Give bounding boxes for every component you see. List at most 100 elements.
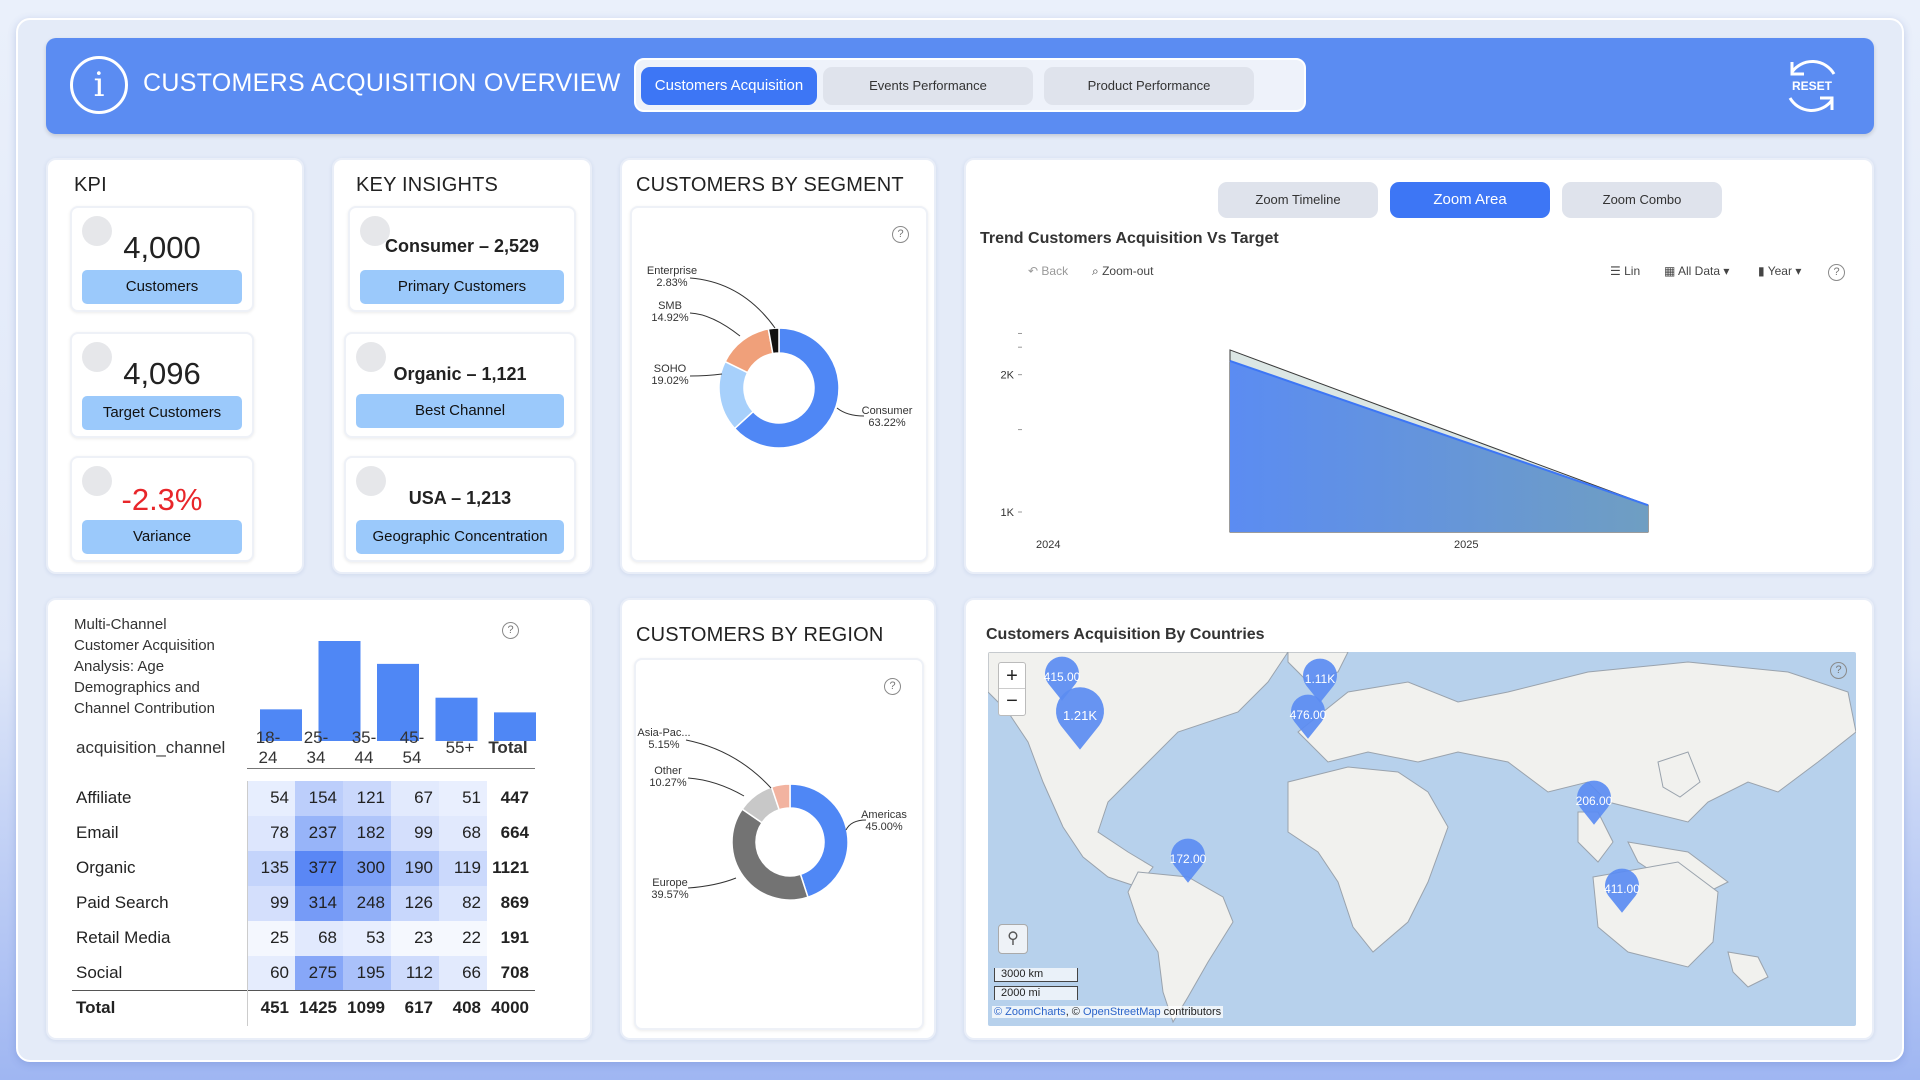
age-column-header[interactable]: 18-24 xyxy=(247,728,295,769)
zoom-out-button[interactable]: ⌕ Zoom-out xyxy=(1092,264,1153,279)
donut-label-name: Consumer xyxy=(862,405,913,417)
customers-line xyxy=(1229,359,1649,507)
map-pin[interactable]: 411.00 xyxy=(1604,868,1640,913)
map-pin[interactable]: 1.21K xyxy=(1056,687,1104,750)
info-icon[interactable]: i xyxy=(70,56,128,114)
total-row[interactable]: Total 451 1425 1099 617 408 4000 xyxy=(72,990,535,1026)
zoomcharts-link[interactable]: © ZoomCharts xyxy=(994,1006,1066,1018)
donut-label-pct: 5.15% xyxy=(648,739,679,751)
tab-events-performance[interactable]: Events Performance xyxy=(823,67,1033,105)
row-label: Paid Search xyxy=(76,893,169,912)
help-icon[interactable]: ? xyxy=(1830,662,1847,679)
map-pin[interactable]: 476.00 xyxy=(1290,694,1327,739)
matrix-cell: 708 xyxy=(500,962,529,982)
pin-marker xyxy=(1577,780,1611,825)
magnifier-icon: ⌕ xyxy=(1092,264,1099,278)
tab-customers-acquisition[interactable]: Customers Acquisition xyxy=(641,67,817,105)
all-data-dropdown[interactable]: ▦ All Data ▾ xyxy=(1664,264,1730,278)
table-row[interactable]: Social 60 275 195 112 66 708 xyxy=(72,955,535,991)
map-canvas[interactable]: 415.00 1.21K 1.11K 476.00 206.00 172.00 411.00 xyxy=(988,652,1856,1026)
matrix-cell: 112 xyxy=(391,955,439,991)
reset-icon[interactable]: RESET xyxy=(1778,52,1846,120)
age-column-header[interactable]: 35-44 xyxy=(343,728,391,769)
back-button[interactable]: ↶ Back xyxy=(1028,264,1069,278)
age-column-header[interactable]: 25-34 xyxy=(295,728,343,769)
map-pin[interactable]: 206.00 xyxy=(1576,780,1613,825)
donut-slice-americas xyxy=(789,783,849,899)
matrix-cell: 154 xyxy=(295,780,343,816)
status-dot xyxy=(356,466,386,496)
help-icon[interactable]: ? xyxy=(1828,264,1845,281)
matrix-cell: 1121 xyxy=(492,858,529,877)
age-column-header[interactable]: 55+ xyxy=(439,728,487,769)
help-icon[interactable]: ? xyxy=(892,226,909,243)
matrix-cell: 82 xyxy=(439,885,487,921)
y-tick-label: 2K xyxy=(1001,370,1015,382)
lasso-icon[interactable]: ⚲ xyxy=(998,924,1028,954)
credit-separator: , © xyxy=(1065,1006,1083,1018)
zoom-in-button[interactable]: + xyxy=(999,663,1025,689)
status-dot xyxy=(82,466,112,496)
donut-leader-line xyxy=(836,407,865,417)
insight-value: Organic – 1,121 xyxy=(393,364,527,384)
insights-card: KEY INSIGHTS Consumer – 2,529 Primary Cu… xyxy=(332,158,592,574)
map-pin[interactable]: 172.00 xyxy=(1170,838,1207,883)
table-row[interactable]: Retail Media 25 68 53 23 22 191 xyxy=(72,920,535,956)
scale-km: 3000 km xyxy=(994,968,1078,982)
matrix-cell: 66 xyxy=(439,955,487,991)
age-column-header[interactable]: 45-54 xyxy=(391,728,439,769)
kpi-tile-customers[interactable]: 4,000 Customers xyxy=(70,206,254,312)
insight-tile-channel[interactable]: Organic – 1,121 Best Channel xyxy=(344,332,576,438)
matrix-cell: 99 xyxy=(391,815,439,851)
trend-area-chart[interactable]: 2K1K20242025CustomersTargets xyxy=(966,270,1866,570)
matrix-cell: 408 xyxy=(439,990,487,1026)
insight-tile-geo[interactable]: USA – 1,213 Geographic Concentration xyxy=(344,456,576,562)
age-column-header[interactable]: Total xyxy=(487,728,535,769)
table-row[interactable]: Organic 135 377 300 190 119 1121 xyxy=(72,850,535,886)
donut-label-pct: 14.92% xyxy=(651,312,689,324)
insight-label: Best Channel xyxy=(356,394,564,428)
kpi-label: Customers xyxy=(82,270,242,304)
zoom-area-button[interactable]: Zoom Area xyxy=(1390,182,1550,218)
table-row[interactable]: Affiliate 54 154 121 67 51 447 xyxy=(72,780,535,816)
world-map[interactable]: 415.00 1.21K 1.11K 476.00 206.00 172.00 411.00… xyxy=(988,652,1856,1026)
zoom-combo-button[interactable]: Zoom Combo xyxy=(1562,182,1722,218)
segment-card: CUSTOMERS BY SEGMENT ? Enterprise 2.83% SM… xyxy=(620,158,936,574)
landmass xyxy=(1287,766,1449,953)
segment-chart-panel: ? Enterprise 2.83% SMB 14.92% SOHO 19.02% Cons… xyxy=(630,206,928,562)
kpi-value: 4,096 xyxy=(123,356,201,391)
matrix-cell: 451 xyxy=(246,990,295,1026)
matrix-cell: 53 xyxy=(343,920,391,956)
help-icon[interactable]: ? xyxy=(884,678,901,695)
tab-product-performance[interactable]: Product Performance xyxy=(1044,67,1254,105)
region-title: CUSTOMERS BY REGION xyxy=(636,624,884,646)
bar-chart-icon: ▮ xyxy=(1758,264,1765,278)
matrix-cell: 60 xyxy=(246,955,295,991)
table-row[interactable]: Paid Search 99 314 248 126 82 869 xyxy=(72,885,535,921)
insight-tile-segment[interactable]: Consumer – 2,529 Primary Customers xyxy=(348,206,576,312)
osm-link[interactable]: OpenStreetMap xyxy=(1082,1006,1161,1018)
row-label: Organic xyxy=(76,858,136,877)
all-data-label: All Data xyxy=(1678,264,1721,278)
back-label: Back xyxy=(1041,264,1069,278)
channel-column-header: acquisition_channel xyxy=(76,738,226,758)
insight-value: USA – 1,213 xyxy=(408,488,512,508)
kpi-tile-variance[interactable]: -2.3% Variance xyxy=(70,456,254,562)
kpi-tile-target[interactable]: 4,096 Target Customers xyxy=(70,332,254,438)
donut-leader-line xyxy=(689,277,776,329)
zoom-timeline-button[interactable]: Zoom Timeline xyxy=(1218,182,1378,218)
help-icon[interactable]: ? xyxy=(502,622,519,639)
zoom-out-map-button[interactable]: − xyxy=(1006,690,1018,712)
table-row[interactable]: Email 78 237 182 99 68 664 xyxy=(72,815,535,851)
lin-button[interactable]: ☰ Lin xyxy=(1610,264,1640,278)
matrix-cell: 182 xyxy=(343,815,391,851)
pin-label: 476.00 xyxy=(1290,708,1327,722)
y-tick-label: 1K xyxy=(1001,507,1015,519)
pin-label: 415.00 xyxy=(1044,670,1081,684)
kpi-title: KPI xyxy=(74,174,107,196)
donut-label-name: Asia-Pac... xyxy=(637,727,690,739)
map-pin[interactable]: 1.11K xyxy=(1303,658,1337,703)
year-dropdown[interactable]: ▮ Year ▾ xyxy=(1758,264,1802,278)
